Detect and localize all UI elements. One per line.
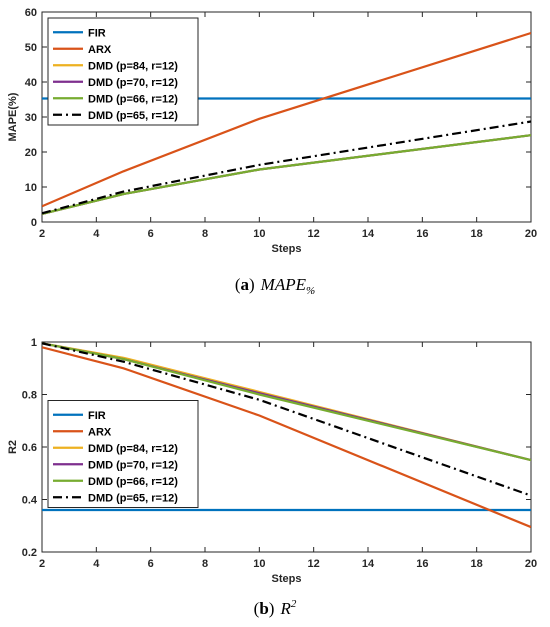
caption-b: (b) R2 [254, 598, 297, 618]
series-line-4 [42, 134, 531, 215]
legend: FIR ARX DMD (p=84, r=12) DMD (p=70, r=12) DM… [47, 17, 199, 126]
legend-entry: DMD (p=65, r=12) [88, 110, 178, 122]
x-tick-label: 2 [39, 228, 45, 240]
y-tick-label: 40 [25, 77, 37, 89]
legend-entry: ARX [88, 44, 112, 56]
series-line-5 [42, 342, 531, 497]
y-axis-label: R2 [7, 440, 19, 454]
series-line-4 [42, 342, 531, 462]
x-axis-label: Steps [272, 243, 302, 255]
y-tick-label: 0.4 [22, 495, 38, 507]
x-tick-label: 16 [416, 228, 428, 240]
x-tick-label: 4 [93, 558, 100, 570]
x-tick-label: 8 [202, 558, 208, 570]
legend-entry: DMD (p=65, r=12) [88, 492, 178, 504]
chart-mape: 2 4 6 8 10 12 14 16 18 20 0 10 20 30 40 50 60 Steps MAPE(%… [7, 7, 537, 255]
x-tick-label: 14 [362, 228, 375, 240]
x-tick-label: 4 [93, 228, 100, 240]
y-tick-label: 30 [25, 112, 37, 124]
y-tick-label: 20 [25, 147, 37, 159]
x-tick-label: 6 [148, 228, 154, 240]
y-tick-label: 1 [31, 337, 37, 349]
legend-entry: FIR [88, 410, 106, 422]
series-line-5 [42, 120, 531, 215]
y-tick-label: 0.6 [22, 442, 37, 454]
legend-box [47, 17, 199, 126]
chart-r2: 2 4 6 8 10 12 14 16 18 20 0.2 0.4 0.6 0.8 1 Steps R2 FIR A… [7, 337, 537, 585]
x-tick-label: 18 [471, 228, 483, 240]
x-tick-label: 8 [202, 228, 208, 240]
y-tick-label: 0.2 [22, 547, 37, 559]
series-line-1 [42, 31, 531, 208]
y-tick-label: 0 [31, 217, 37, 229]
y-tick-label: 60 [25, 7, 37, 19]
y-tick-label: 0.8 [22, 390, 37, 402]
y-tick-label: 10 [25, 182, 37, 194]
x-tick-label: 10 [253, 558, 265, 570]
legend-entry: DMD (p=84, r=12) [88, 60, 178, 72]
legend-entry: DMD (p=66, r=12) [88, 476, 178, 488]
legend-entry: DMD (p=70, r=12) [88, 77, 178, 89]
x-tick-label: 2 [39, 558, 45, 570]
legend-box [47, 400, 199, 508]
y-tick-label: 50 [25, 42, 37, 54]
legend: FIR ARX DMD (p=84, r=12) DMD (p=70, r=12) DM… [47, 400, 199, 508]
x-tick-label: 16 [416, 558, 428, 570]
x-tick-label: 12 [308, 558, 320, 570]
legend-entry: ARX [88, 426, 112, 438]
x-tick-label: 20 [525, 228, 537, 240]
series-line-1 [42, 346, 531, 529]
y-axis-label: MAPE(%) [7, 92, 19, 141]
x-tick-label: 18 [471, 558, 483, 570]
legend-entry: DMD (p=70, r=12) [88, 459, 178, 471]
x-tick-label: 20 [525, 558, 537, 570]
x-tick-label: 10 [253, 228, 265, 240]
x-tick-label: 14 [362, 558, 375, 570]
legend-entry: DMD (p=84, r=12) [88, 443, 178, 455]
caption-a: (a) MAPE% [235, 275, 315, 297]
x-axis-label: Steps [272, 573, 302, 585]
legend-entry: DMD (p=66, r=12) [88, 93, 178, 105]
legend-entry: FIR [88, 27, 106, 39]
x-tick-label: 12 [308, 228, 320, 240]
x-tick-label: 6 [148, 558, 154, 570]
